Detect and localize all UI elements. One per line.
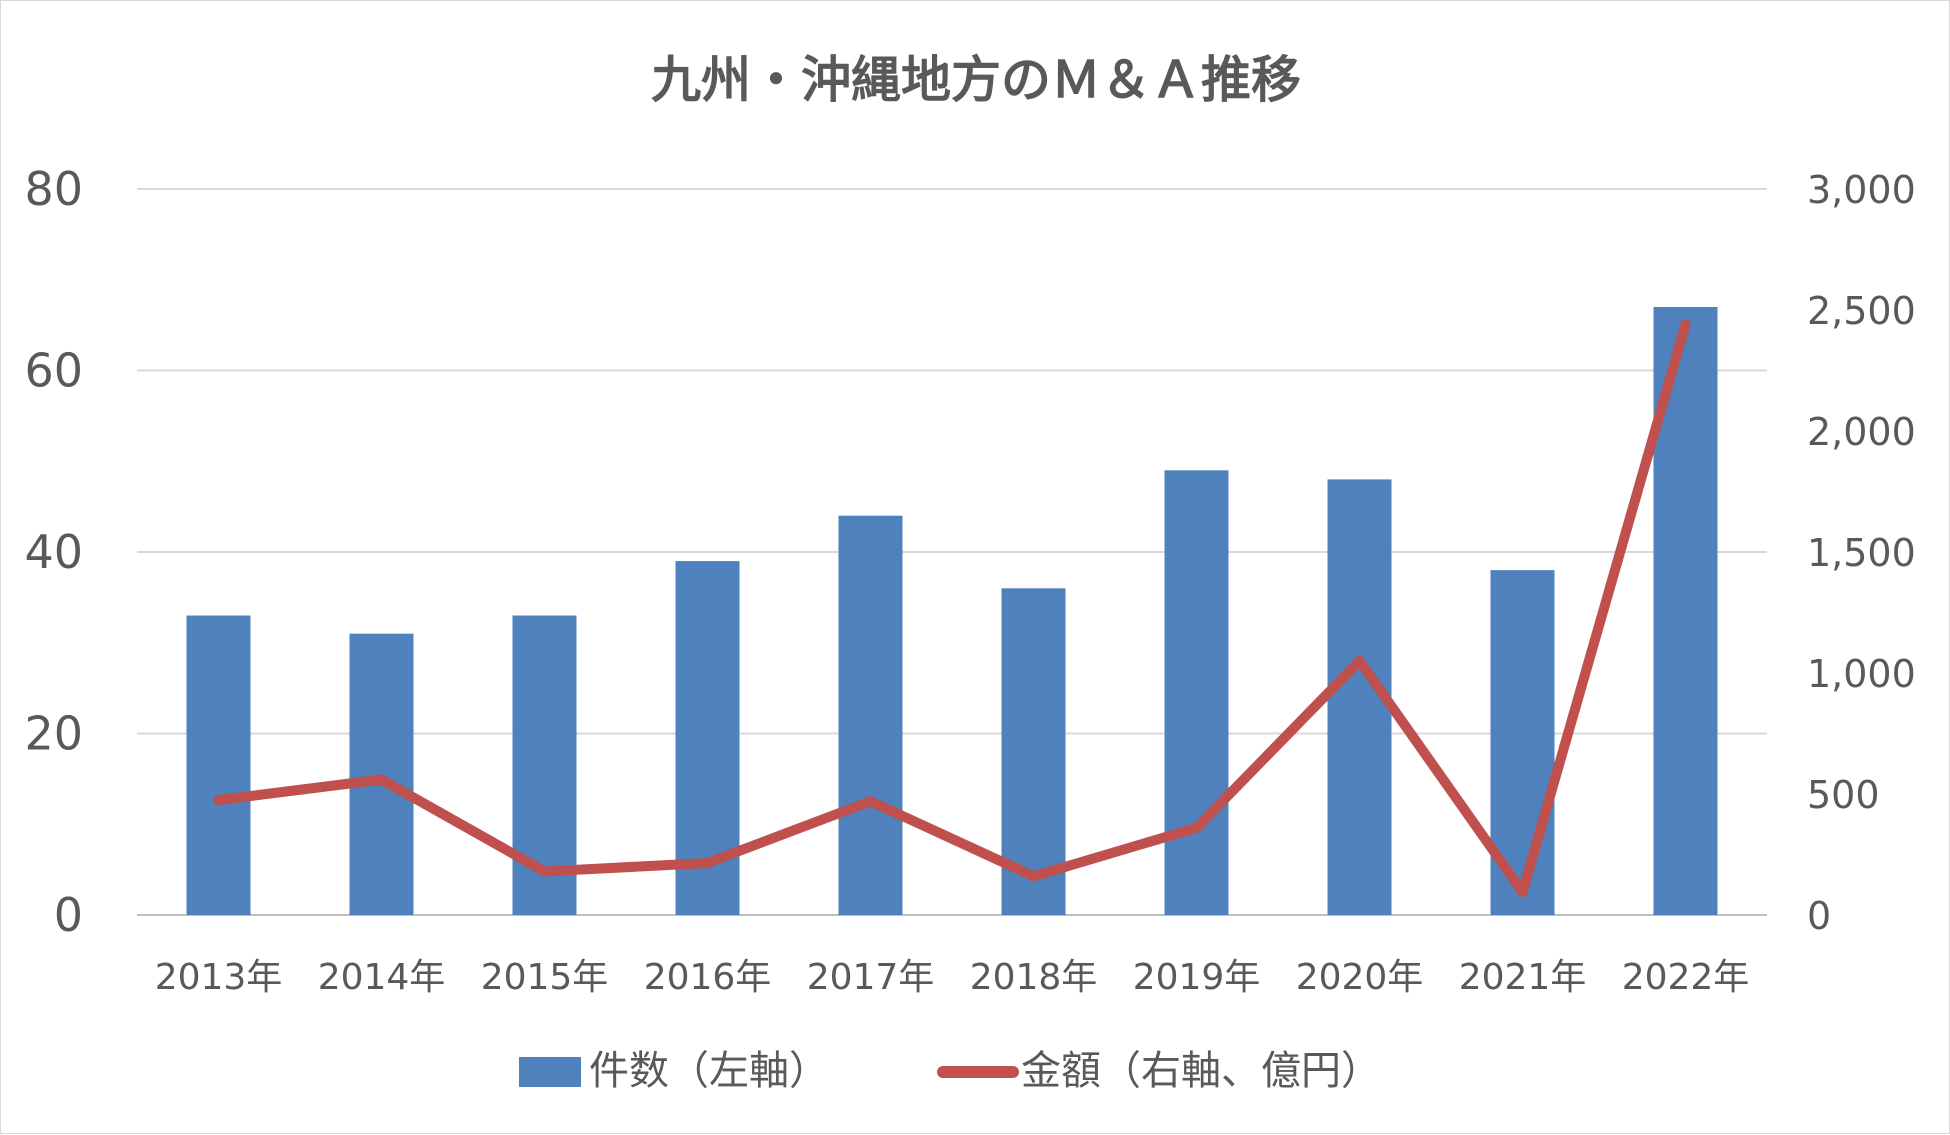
- y-tick-label-left: 20: [24, 707, 83, 761]
- y-axis-right: 0 500 1,000 1,500 2,000 2,500 3,000: [1807, 168, 1916, 938]
- y-tick-label-right: 2,500: [1807, 289, 1916, 333]
- chart-title: 九州・沖縄地方のＭ＆Ａ推移: [651, 51, 1301, 109]
- y-tick-label-right: 0: [1807, 894, 1831, 938]
- x-tick-label: 2013年: [155, 957, 283, 998]
- line-point: [539, 866, 550, 877]
- x-tick-label: 2016年: [644, 957, 772, 998]
- bar: [1001, 588, 1066, 915]
- y-tick-label-right: 500: [1807, 773, 1880, 817]
- x-tick-label: 2018年: [970, 957, 1098, 998]
- x-axis: 2013年 2014年 2015年 2016年 2017年 2018年 2019年 2020年…: [155, 957, 1750, 998]
- x-tick-label: 2014年: [318, 957, 446, 998]
- legend-line-label: 金額（右軸、億円）: [1021, 1048, 1381, 1094]
- line-point: [1680, 319, 1691, 330]
- y-tick-label-left: 0: [54, 888, 83, 942]
- x-tick-label: 2019年: [1133, 957, 1261, 998]
- legend: 件数（左軸） 金額（右軸、億円）: [519, 1048, 1381, 1094]
- line-point: [1191, 822, 1202, 833]
- bar: [186, 615, 251, 915]
- bar: [838, 515, 903, 915]
- line-point: [1028, 871, 1039, 882]
- line-point: [702, 857, 713, 868]
- legend-bar-label: 件数（左軸）: [589, 1048, 829, 1094]
- line-point: [213, 795, 224, 806]
- bar-series: [186, 306, 1718, 916]
- x-tick-label: 2020年: [1296, 957, 1424, 998]
- line-point: [1517, 887, 1528, 898]
- bar: [1164, 470, 1229, 915]
- line-point: [865, 796, 876, 807]
- y-tick-label-right: 2,000: [1807, 410, 1916, 454]
- y-tick-label-left: 80: [24, 162, 83, 216]
- bar: [349, 633, 414, 915]
- y-tick-label-left: 40: [24, 525, 83, 579]
- y-tick-label-right: 1,500: [1807, 531, 1916, 575]
- y-tick-label-right: 3,000: [1807, 168, 1916, 212]
- line-point: [1354, 655, 1365, 666]
- x-tick-label: 2022年: [1622, 957, 1750, 998]
- y-axis-left: 0 20 40 60 80: [24, 162, 83, 942]
- x-tick-label: 2021年: [1459, 957, 1587, 998]
- y-tick-label-left: 60: [24, 344, 83, 398]
- line-path: [213, 319, 1691, 898]
- line-series: [213, 319, 1691, 898]
- y-tick-label-right: 1,000: [1807, 652, 1916, 696]
- x-tick-label: 2015年: [481, 957, 609, 998]
- legend-bar-swatch: [519, 1057, 581, 1087]
- line-point: [376, 774, 387, 785]
- x-tick-label: 2017年: [807, 957, 935, 998]
